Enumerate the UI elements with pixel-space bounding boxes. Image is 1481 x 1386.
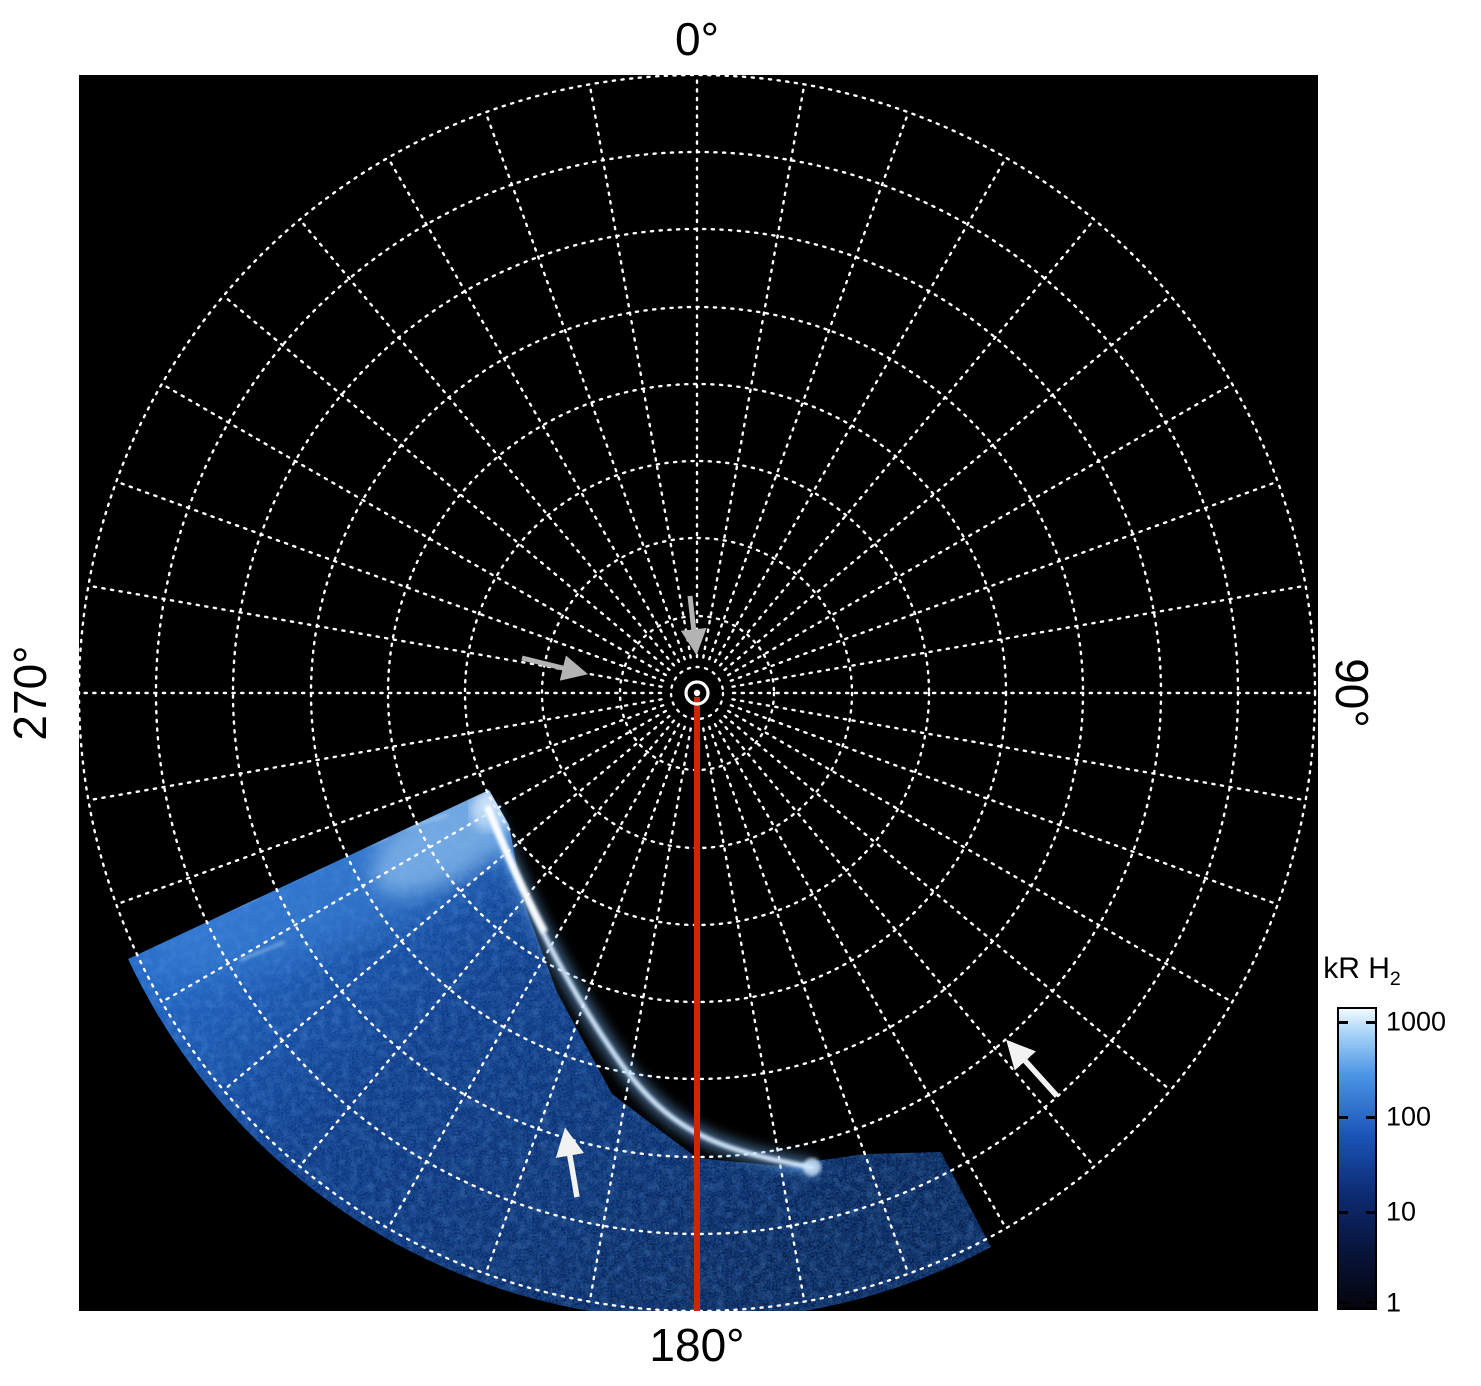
arrow-inner-grid-icon [521,655,589,681]
colorbar-tickmark [1339,1021,1348,1024]
colorbar-tick-1: 1 [1386,1287,1402,1318]
colorbar-tickmark [1366,1021,1375,1024]
colorbar-tickmark [1366,1301,1375,1304]
angle-label-90: 90° [1326,658,1378,728]
colorbar-tick-10: 10 [1386,1196,1417,1227]
angle-label-180: 180° [649,1319,745,1371]
colorbar-tickmark [1339,1211,1348,1214]
colorbar-tick-1000: 1000 [1386,1006,1447,1037]
colorbar: kR H2 1000 100 10 1 [1316,952,1481,1334]
colorbar-tickmark [1339,1301,1348,1304]
colorbar-tickmark [1339,1116,1348,1119]
arrow-outer-grid-icon [1006,1039,1060,1098]
angle-label-270: 270° [4,645,56,741]
arrow-toward-pole-icon [680,595,707,656]
pole-marker [684,680,710,706]
colorbar-title: kR H2 [1323,952,1401,990]
colorbar-tick-100: 100 [1386,1101,1432,1132]
colorbar-tickmark [1366,1116,1375,1119]
auroral-arc [479,803,821,1176]
polar-grid [79,75,1317,1311]
colorbar-gradient [1337,1007,1377,1310]
angle-label-0: 0° [675,13,719,65]
arrow-emission-icon [555,1127,584,1198]
colorbar-tickmark [1366,1211,1375,1214]
